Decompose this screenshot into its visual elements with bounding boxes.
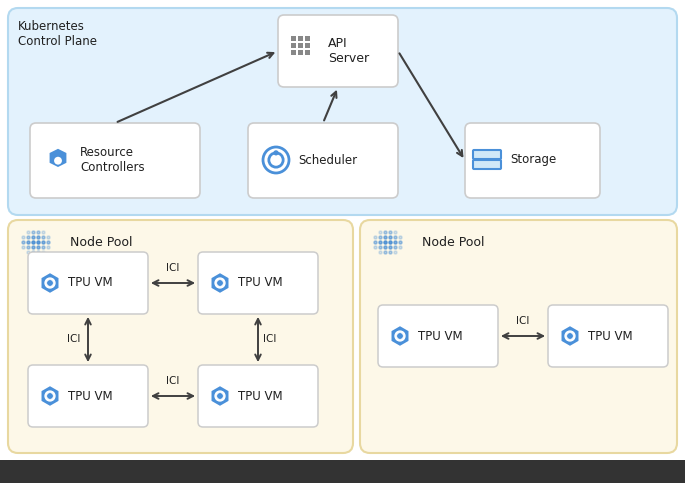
Text: TPU VM: TPU VM: [68, 389, 112, 402]
Text: TPU VM: TPU VM: [68, 276, 112, 289]
FancyBboxPatch shape: [473, 160, 501, 169]
Circle shape: [269, 153, 283, 167]
Bar: [291, 43, 296, 48]
Circle shape: [215, 278, 225, 288]
FancyBboxPatch shape: [28, 252, 148, 314]
FancyBboxPatch shape: [360, 220, 677, 453]
Text: Resource
Controllers: Resource Controllers: [80, 146, 145, 174]
Polygon shape: [40, 272, 60, 294]
Text: ICI: ICI: [263, 335, 276, 344]
FancyBboxPatch shape: [278, 15, 398, 87]
Text: Node Pool: Node Pool: [422, 236, 484, 248]
FancyBboxPatch shape: [8, 220, 353, 453]
Bar: [291, 36, 296, 41]
Bar: [298, 43, 303, 48]
Circle shape: [397, 333, 403, 339]
Circle shape: [566, 333, 573, 339]
Text: ICI: ICI: [66, 335, 80, 344]
Bar: [291, 50, 296, 55]
Text: TPU VM: TPU VM: [418, 329, 462, 342]
Bar: [305, 43, 310, 48]
Text: API
Server: API Server: [328, 37, 369, 65]
FancyBboxPatch shape: [8, 8, 677, 215]
FancyBboxPatch shape: [30, 123, 200, 198]
Text: TPU VM: TPU VM: [238, 389, 283, 402]
FancyBboxPatch shape: [248, 123, 398, 198]
Circle shape: [395, 331, 405, 341]
Bar: [305, 36, 310, 41]
Circle shape: [215, 391, 225, 401]
FancyBboxPatch shape: [548, 305, 668, 367]
Bar: [305, 50, 310, 55]
Circle shape: [263, 147, 289, 173]
FancyBboxPatch shape: [198, 252, 318, 314]
Text: TPU VM: TPU VM: [588, 329, 633, 342]
Text: ICI: ICI: [166, 376, 179, 386]
Bar: [0, 460, 685, 483]
Bar: [298, 36, 303, 41]
Circle shape: [45, 391, 55, 401]
Polygon shape: [210, 385, 229, 407]
Circle shape: [216, 280, 223, 286]
FancyBboxPatch shape: [473, 150, 501, 159]
PathPatch shape: [49, 149, 66, 167]
Text: Kubernetes
Control Plane: Kubernetes Control Plane: [18, 20, 97, 48]
Bar: [298, 50, 303, 55]
Circle shape: [216, 393, 223, 399]
Text: ICI: ICI: [516, 316, 530, 326]
FancyBboxPatch shape: [198, 365, 318, 427]
Circle shape: [45, 278, 55, 288]
Text: ICI: ICI: [166, 263, 179, 273]
Text: Scheduler: Scheduler: [298, 154, 357, 167]
Circle shape: [47, 393, 53, 399]
Circle shape: [565, 331, 575, 341]
Circle shape: [273, 150, 279, 156]
FancyBboxPatch shape: [28, 365, 148, 427]
Text: Storage: Storage: [510, 154, 556, 167]
Text: Node Pool: Node Pool: [70, 236, 132, 248]
FancyBboxPatch shape: [465, 123, 600, 198]
Polygon shape: [390, 325, 410, 347]
Polygon shape: [40, 385, 60, 407]
Polygon shape: [560, 325, 580, 347]
Circle shape: [47, 280, 53, 286]
Polygon shape: [210, 272, 229, 294]
Text: TPU VM: TPU VM: [238, 276, 283, 289]
Circle shape: [54, 157, 62, 165]
FancyBboxPatch shape: [378, 305, 498, 367]
